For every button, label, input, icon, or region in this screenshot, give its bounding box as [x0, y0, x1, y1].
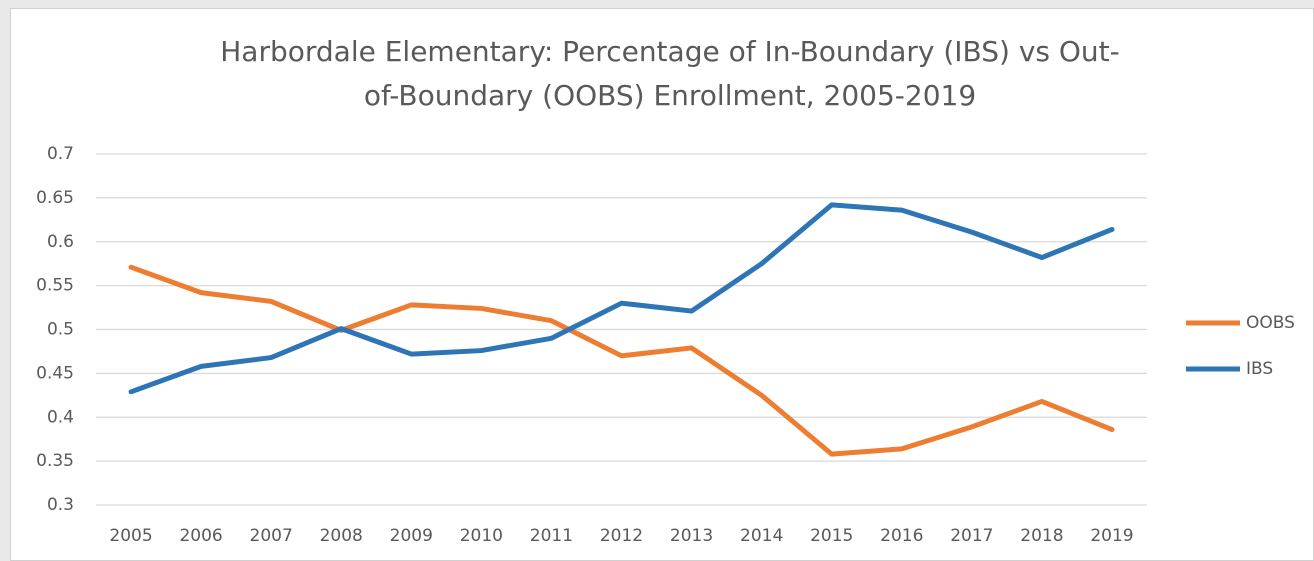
series-line: [128, 202, 1115, 395]
x-tick-label: 2009: [390, 526, 433, 546]
x-tick-label: 2014: [740, 526, 783, 546]
y-tick-label: 0.3: [47, 495, 74, 515]
x-tick-label: 2005: [109, 526, 152, 546]
x-tick-label: 2012: [600, 526, 643, 546]
x-tick-label: 2007: [250, 526, 293, 546]
x-tick-label: 2006: [179, 526, 222, 546]
x-tick-label: 2018: [1020, 526, 1063, 546]
y-tick-label: 0.55: [36, 276, 74, 296]
y-tick-label: 0.5: [47, 320, 74, 340]
y-tick-label: 0.4: [47, 407, 74, 427]
legend-label: OOBS: [1246, 313, 1295, 333]
y-tick-label: 0.35: [36, 451, 74, 471]
y-tick-label: 0.6: [47, 232, 74, 252]
x-tick-label: 2010: [460, 526, 503, 546]
series-line: [128, 264, 1115, 457]
y-tick-label: 0.45: [36, 363, 74, 383]
x-tick-label: 2017: [950, 526, 993, 546]
y-tick-label: 0.7: [47, 144, 74, 164]
x-tick-label: 2016: [880, 526, 923, 546]
x-tick-label: 2019: [1090, 526, 1133, 546]
y-tick-label: 0.65: [36, 188, 74, 208]
chart-title: Harbordale Elementary: Percentage of In-…: [220, 35, 1120, 112]
x-tick-label: 2011: [530, 526, 573, 546]
legend-label: IBS: [1246, 359, 1273, 379]
x-tick-label: 2008: [320, 526, 363, 546]
x-tick-label: 2013: [670, 526, 713, 546]
x-tick-label: 2015: [810, 526, 853, 546]
chart-frame: [10, 8, 1314, 561]
